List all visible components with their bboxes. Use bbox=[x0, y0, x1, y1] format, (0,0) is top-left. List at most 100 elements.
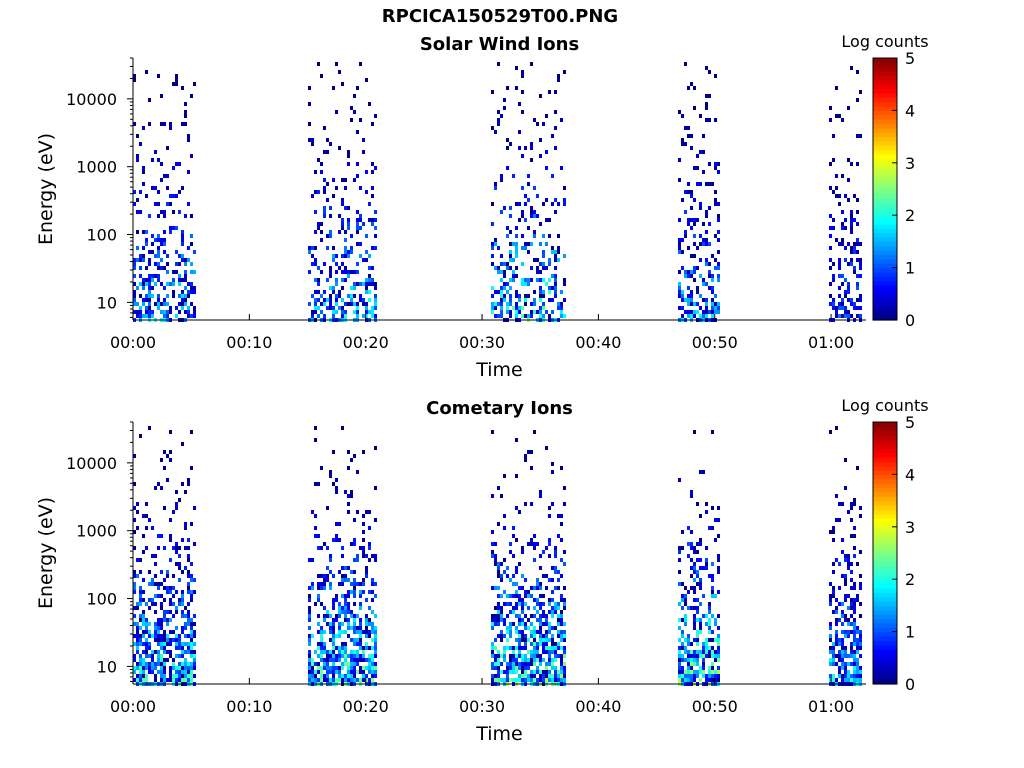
heatmap-cell bbox=[696, 598, 699, 602]
heatmap-cell bbox=[687, 590, 690, 594]
heatmap-cell bbox=[678, 242, 681, 246]
heatmap-cell bbox=[142, 578, 145, 582]
heatmap-cell bbox=[148, 282, 151, 286]
heatmap-cell bbox=[536, 610, 539, 614]
heatmap-cell bbox=[332, 650, 335, 654]
heatmap-cell bbox=[687, 674, 690, 678]
heatmap-cell bbox=[690, 530, 693, 534]
heatmap-cell bbox=[169, 202, 172, 206]
heatmap-cell bbox=[548, 622, 551, 626]
heatmap-cell bbox=[850, 518, 853, 522]
heatmap-cell bbox=[539, 662, 542, 666]
heatmap-cell bbox=[166, 146, 169, 150]
heatmap-cell bbox=[542, 650, 545, 654]
heatmap-cell bbox=[693, 266, 696, 270]
heatmap-cell bbox=[521, 282, 524, 286]
heatmap-cell bbox=[515, 662, 518, 666]
heatmap-cell bbox=[133, 546, 136, 550]
heatmap-cell bbox=[341, 574, 344, 578]
heatmap-cell bbox=[841, 642, 844, 646]
heatmap-cell bbox=[512, 662, 515, 666]
heatmap-cell bbox=[711, 290, 714, 294]
heatmap-cell bbox=[512, 270, 515, 274]
heatmap-cell bbox=[503, 474, 506, 478]
heatmap-cell bbox=[187, 574, 190, 578]
heatmap-cell bbox=[832, 642, 835, 646]
heatmap-cell bbox=[344, 618, 347, 622]
heatmap-cell bbox=[365, 554, 368, 558]
heatmap-cell bbox=[847, 262, 850, 266]
heatmap-cell bbox=[371, 162, 374, 166]
heatmap-cell bbox=[368, 654, 371, 658]
heatmap-cell bbox=[193, 286, 196, 290]
colorbar-segment bbox=[873, 587, 897, 593]
heatmap-cell bbox=[172, 166, 175, 170]
heatmap-cell bbox=[696, 550, 699, 554]
heatmap-cell bbox=[344, 266, 347, 270]
heatmap-cell bbox=[548, 670, 551, 674]
heatmap-cell bbox=[690, 254, 693, 258]
heatmap-cell bbox=[347, 618, 350, 622]
heatmap-cell bbox=[835, 310, 838, 314]
heatmap-cell bbox=[536, 630, 539, 634]
heatmap-cell bbox=[365, 78, 368, 82]
heatmap-cell bbox=[184, 546, 187, 550]
heatmap-cell bbox=[515, 290, 518, 294]
heatmap-cell bbox=[687, 246, 690, 250]
heatmap-cell bbox=[136, 314, 139, 318]
heatmap-cell bbox=[133, 606, 136, 610]
heatmap-cell bbox=[347, 218, 350, 222]
heatmap-cell bbox=[374, 246, 377, 250]
heatmap-cell bbox=[320, 238, 323, 242]
heatmap-cell bbox=[314, 210, 317, 214]
heatmap-cell bbox=[148, 122, 151, 126]
heatmap-cell bbox=[856, 638, 859, 642]
heatmap-cell bbox=[536, 646, 539, 650]
heatmap-cell bbox=[690, 574, 693, 578]
heatmap-cell bbox=[509, 622, 512, 626]
colorbar-segment bbox=[873, 228, 897, 234]
heatmap-cell bbox=[850, 598, 853, 602]
heatmap-cell bbox=[193, 590, 196, 594]
heatmap-cell bbox=[717, 674, 720, 678]
heatmap-cell bbox=[175, 550, 178, 554]
heatmap-cell bbox=[136, 574, 139, 578]
heatmap-cell bbox=[533, 606, 536, 610]
heatmap-cell bbox=[829, 674, 832, 678]
colorbar-segment bbox=[873, 110, 897, 116]
heatmap-cell bbox=[151, 634, 154, 638]
heatmap-cell bbox=[497, 246, 500, 250]
heatmap-cell bbox=[551, 678, 554, 682]
heatmap-cell bbox=[329, 302, 332, 306]
heatmap-cell bbox=[341, 678, 344, 682]
heatmap-cell bbox=[708, 610, 711, 614]
heatmap-cell bbox=[323, 646, 326, 650]
heatmap-cell bbox=[533, 626, 536, 630]
heatmap-cell bbox=[371, 630, 374, 634]
x-tick-label: 00:20 bbox=[343, 333, 389, 352]
heatmap-cell bbox=[374, 594, 377, 598]
heatmap-cell bbox=[696, 674, 699, 678]
heatmap-cell bbox=[681, 266, 684, 270]
heatmap-cell bbox=[320, 270, 323, 274]
heatmap-cell bbox=[175, 270, 178, 274]
heatmap-cell bbox=[841, 538, 844, 542]
heatmap-cell bbox=[844, 598, 847, 602]
heatmap-cell bbox=[705, 118, 708, 122]
heatmap-cell bbox=[145, 282, 148, 286]
heatmap-cell bbox=[317, 278, 320, 282]
heatmap-cell bbox=[717, 626, 720, 630]
heatmap-cell bbox=[175, 250, 178, 254]
heatmap-cell bbox=[856, 650, 859, 654]
heatmap-cell bbox=[847, 562, 850, 566]
heatmap-cell bbox=[359, 634, 362, 638]
heatmap-cell bbox=[139, 634, 142, 638]
heatmap-cell bbox=[172, 586, 175, 590]
heatmap-cell bbox=[708, 286, 711, 290]
heatmap-cell bbox=[711, 654, 714, 658]
heatmap-cell bbox=[681, 666, 684, 670]
heatmap-cell bbox=[693, 626, 696, 630]
heatmap-cell bbox=[166, 282, 169, 286]
heatmap-cell bbox=[157, 622, 160, 626]
heatmap-cell bbox=[323, 582, 326, 586]
